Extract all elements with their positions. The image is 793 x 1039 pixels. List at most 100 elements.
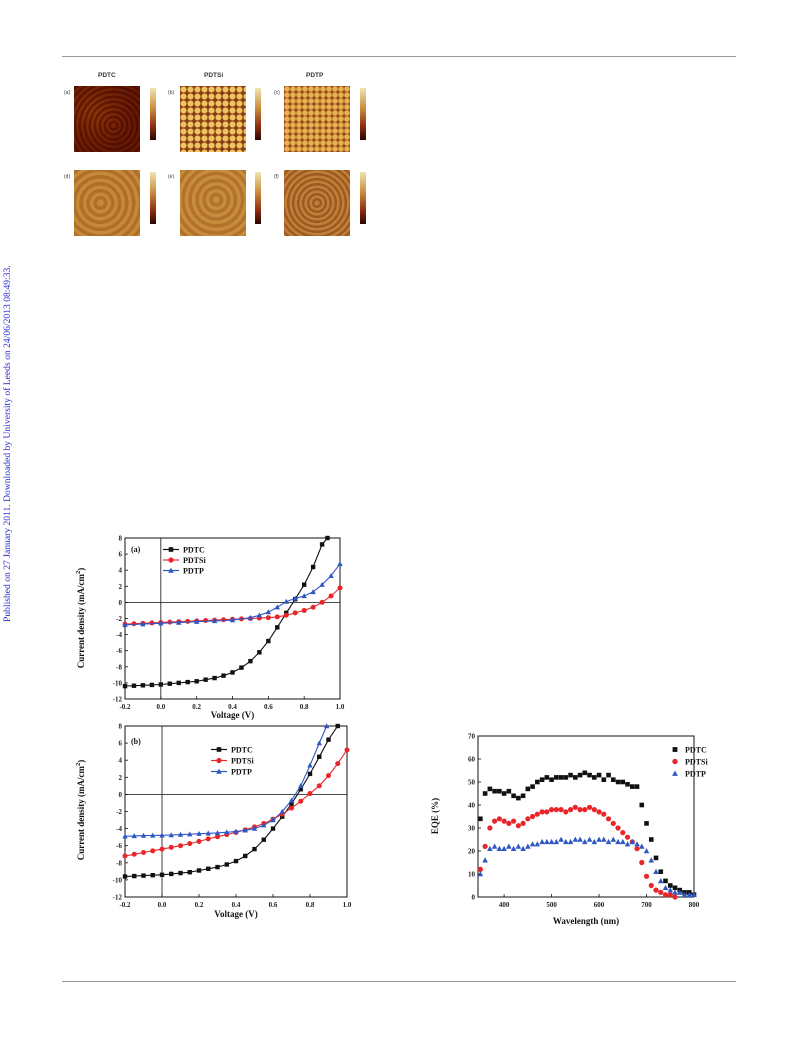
data-point-pdtc <box>122 683 128 689</box>
y-tick-label: 10 <box>468 871 476 879</box>
data-point-pdtc <box>203 677 208 682</box>
afm-image-pdtc-as-cast <box>74 86 140 152</box>
data-point-pdtp <box>638 843 645 849</box>
y-axis-label: EQE (%) <box>430 798 440 834</box>
data-point-pdtp <box>319 581 325 587</box>
data-point-pdtp <box>662 884 669 891</box>
data-point-pdtsi <box>643 873 650 879</box>
data-point-pdtc <box>326 737 331 742</box>
data-point-pdtc <box>606 772 611 778</box>
legend-label-pdtc: PDTC <box>231 746 253 755</box>
data-point-pdtp <box>307 762 313 768</box>
afm-header-pdtc: PDTC <box>98 72 116 79</box>
data-point-pdtc <box>275 625 280 630</box>
data-point-pdtp <box>270 817 276 823</box>
data-point-pdtp <box>256 612 263 618</box>
data-point-pdtsi <box>316 783 322 789</box>
data-point-pdtc <box>516 795 521 801</box>
data-point-pdtp <box>686 891 693 897</box>
data-point-pdtc <box>549 777 554 782</box>
data-point-pdtc <box>544 775 550 780</box>
data-point-pdtc <box>525 786 531 792</box>
data-point-pdtsi <box>265 615 271 621</box>
data-point-pdtsi <box>615 825 621 831</box>
data-point-pdtp <box>491 843 498 849</box>
data-point-pdtp <box>653 868 659 874</box>
data-point-pdtp <box>482 857 488 863</box>
data-point-pdtp <box>648 857 655 863</box>
series-pdtsi <box>477 804 678 900</box>
data-point-pdtc <box>185 679 190 685</box>
data-point-pdtp <box>501 845 507 851</box>
data-point-pdtp <box>211 618 218 624</box>
data-point-pdtc <box>634 784 640 789</box>
data-point-pdtc <box>615 779 621 785</box>
x-tick-label: 400 <box>499 901 510 909</box>
data-point-pdtc <box>492 788 497 794</box>
data-point-pdtp <box>548 838 555 845</box>
data-point-pdtsi <box>492 818 498 824</box>
y-tick-label: -8 <box>116 663 122 671</box>
data-point-pdtc <box>196 868 202 873</box>
y-tick-label: 40 <box>468 802 476 810</box>
data-point-pdtp <box>310 589 316 595</box>
y-tick-label: 0 <box>119 599 123 607</box>
data-point-pdtc <box>535 779 540 785</box>
x-tick-label: 0.4 <box>228 703 237 711</box>
data-point-pdtp <box>196 830 202 836</box>
x-axis-label: Wavelength (nm) <box>553 916 619 926</box>
afm-image-pdtp-annealed <box>284 170 350 236</box>
x-tick-label: 500 <box>546 901 557 909</box>
data-point-pdtc <box>270 826 276 831</box>
data-point-pdtc <box>319 542 325 547</box>
data-point-pdtp <box>691 891 697 897</box>
data-point-pdtsi <box>582 807 588 813</box>
x-tick-label: 0.8 <box>300 703 309 711</box>
data-point-pdtsi <box>525 816 531 822</box>
data-point-pdtsi <box>337 585 343 591</box>
data-point-pdtp <box>667 887 674 893</box>
data-point-pdtc <box>577 772 583 778</box>
data-point-pdtp <box>288 797 295 803</box>
publication-sidebar-text: Published on 27 January 2011. Downloaded… <box>2 265 13 622</box>
data-point-pdtsi <box>203 618 209 624</box>
data-point-pdtc <box>178 870 183 876</box>
data-point-pdtc <box>520 793 526 799</box>
data-point-pdtsi <box>335 761 341 767</box>
data-point-pdtp <box>615 838 621 845</box>
data-point-pdtp <box>672 889 678 895</box>
data-point-pdtp <box>301 593 307 599</box>
y-tick-label: 60 <box>468 756 476 764</box>
data-point-pdtsi <box>567 807 574 813</box>
data-point-pdtsi <box>292 610 298 616</box>
data-point-pdtsi <box>658 889 664 895</box>
data-point-pdtc <box>511 793 516 799</box>
jv-chart-b: -12 -10 -8 -6 -4 -2 0 2 4 6 8 -0.2 0.0 0.2 0.4 0.6 0.8 1.… <box>75 723 352 920</box>
data-point-pdtp <box>122 833 128 839</box>
x-tick-label: 0.2 <box>192 703 201 711</box>
data-point-pdtc <box>194 679 199 684</box>
data-point-pdtp <box>657 878 664 884</box>
data-point-pdtsi <box>534 811 540 817</box>
legend-marker-pdtp <box>672 770 678 776</box>
data-point-pdtc <box>140 683 146 688</box>
data-point-pdtc <box>150 872 155 878</box>
data-point-pdtp <box>187 831 193 837</box>
data-point-pdtsi <box>591 807 597 813</box>
legend-label-pdtsi: PDTSi <box>231 757 254 766</box>
series-pdtp <box>122 560 343 628</box>
y-tick-label: 4 <box>119 567 123 575</box>
y-tick-label: -6 <box>116 842 122 850</box>
data-point-pdtp <box>205 830 211 836</box>
afm-colorbar-a <box>150 88 156 140</box>
y-tick-label: 4 <box>119 757 123 765</box>
data-point-pdtsi <box>511 818 517 824</box>
data-point-pdtp <box>177 831 184 837</box>
data-point-pdtsi <box>328 593 334 599</box>
data-point-pdtsi <box>529 813 536 820</box>
x-tick-label: 800 <box>689 901 700 909</box>
data-point-pdtsi <box>482 843 488 849</box>
data-point-pdtp <box>298 783 304 789</box>
data-point-pdtc <box>317 754 322 759</box>
data-point-pdtp <box>586 836 593 842</box>
